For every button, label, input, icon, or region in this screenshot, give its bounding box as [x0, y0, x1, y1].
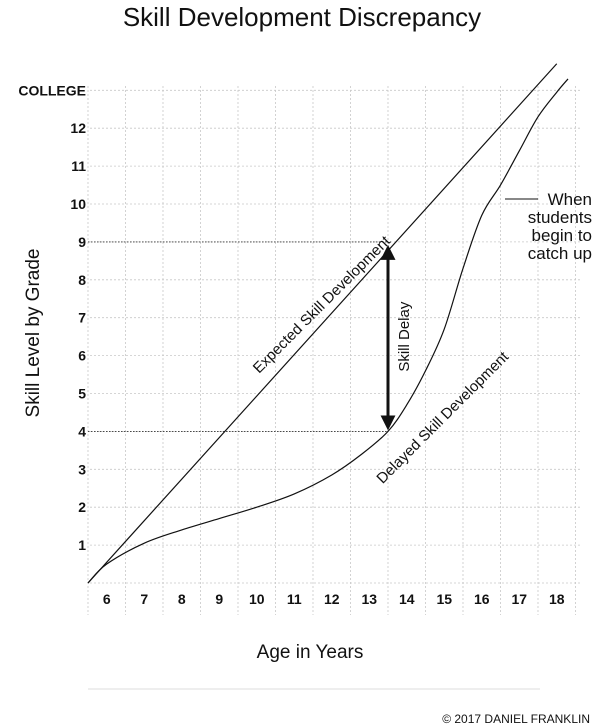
- y-tick-label: 4: [78, 423, 86, 439]
- y-tick-label: 6: [78, 348, 86, 364]
- y-tick-label: 9: [78, 234, 86, 250]
- y-tick-label: 10: [70, 196, 86, 212]
- copyright-credit: © 2017 DANIEL FRANKLIN: [442, 712, 590, 726]
- catch-up-text-line: When: [548, 190, 592, 209]
- skill-delay-label: Skill Delay: [396, 301, 413, 372]
- x-tick-label: 18: [549, 591, 565, 607]
- y-tick-label: 11: [71, 158, 86, 174]
- y-tick-label: COLLEGE: [18, 82, 86, 98]
- series-layer: [87, 63, 569, 584]
- y-tick-label: 7: [78, 310, 86, 326]
- x-tick-label: 12: [324, 591, 340, 607]
- catch-up-text-line: catch up: [528, 244, 592, 263]
- y-tick-label: 5: [78, 386, 86, 402]
- x-axis-label: Age in Years: [257, 642, 364, 663]
- x-tick-label: 16: [474, 591, 490, 607]
- x-tick-label: 9: [215, 591, 223, 607]
- guide-lines: [88, 241, 388, 432]
- catch-up-text-line: students: [528, 208, 592, 227]
- y-tick-label: 12: [70, 120, 86, 136]
- x-tick-label: 6: [103, 591, 111, 607]
- chart-title: Skill Development Discrepancy: [123, 2, 481, 32]
- y-tick-label: 3: [78, 461, 86, 477]
- y-tick-label: 1: [78, 537, 86, 553]
- x-tick-labels: 6 7 8 9 10 11 12 13 14 15 16 17 18: [103, 591, 565, 607]
- y-tick-label: 2: [78, 499, 86, 515]
- y-axis-label: Skill Level by Grade: [23, 249, 44, 418]
- x-tick-label: 15: [436, 591, 452, 607]
- y-tick-label: 8: [78, 272, 86, 288]
- expected-skill-line: [87, 63, 558, 584]
- catch-up-text-line: begin to: [532, 226, 593, 245]
- x-tick-label: 10: [249, 591, 265, 607]
- x-tick-label: 8: [178, 591, 186, 607]
- x-tick-label: 17: [511, 591, 527, 607]
- grid: [87, 86, 582, 615]
- x-tick-label: 13: [361, 591, 377, 607]
- expected-series-label: Expected Skill Development: [250, 232, 395, 377]
- delayed-series-label: Delayed Skill Development: [373, 348, 512, 487]
- x-tick-label: 14: [399, 591, 415, 607]
- delayed-skill-curve: [87, 78, 569, 584]
- x-tick-label: 11: [287, 591, 302, 607]
- x-tick-label: 7: [140, 591, 148, 607]
